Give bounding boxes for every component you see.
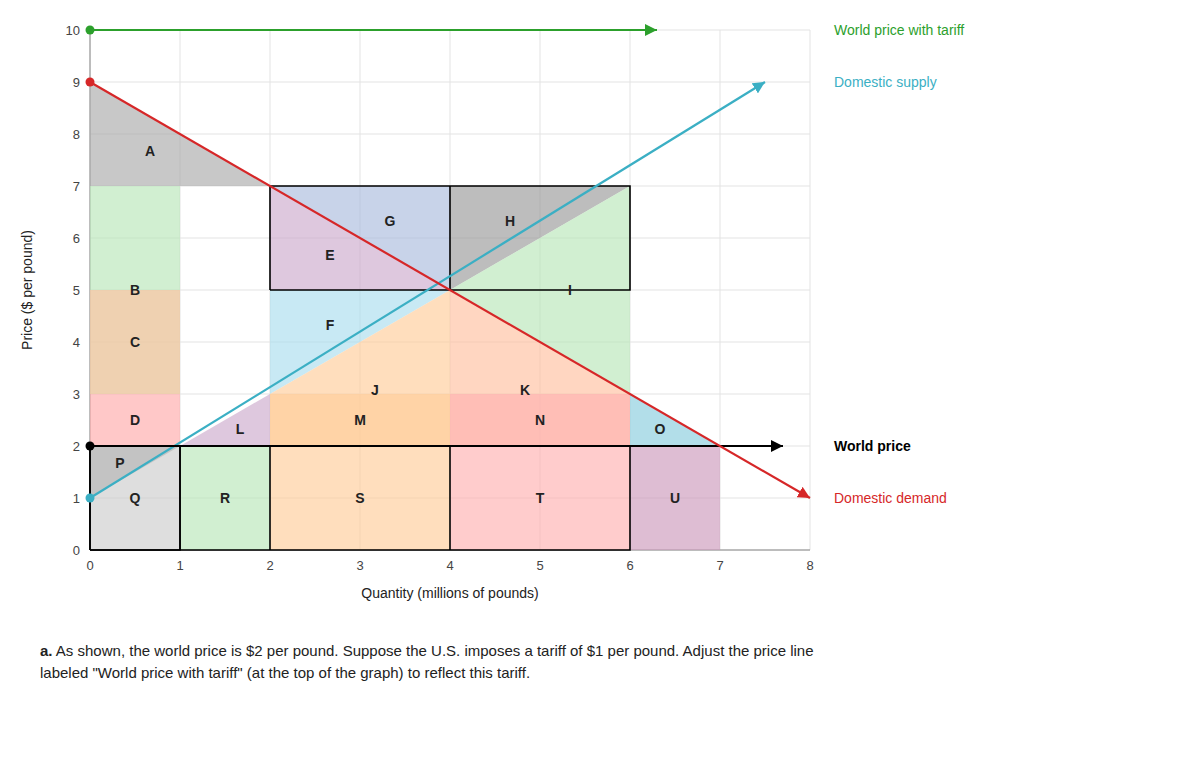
region-label: S [355,490,364,506]
line [90,29,657,31]
tick-label: 4 [73,335,80,350]
region-label: P [115,455,124,471]
line-label: Domestic demand [834,490,947,506]
tick-label: 10 [66,23,80,38]
region-label: L [236,421,245,437]
region-label: O [655,421,666,437]
line-start-marker [86,78,95,87]
line-start-marker [86,442,95,451]
annotation: a. As shown, the world price is $2 per p… [40,640,814,684]
grid [90,30,810,550]
plot-area [86,26,811,551]
tick-label: 7 [716,558,723,573]
region-label: J [371,382,379,398]
grid-line [90,30,810,31]
tick-label: 9 [73,75,80,90]
region [270,394,450,446]
tick-label: 0 [73,543,80,558]
region-label: C [130,334,140,350]
line-label: World price with tariff [834,22,964,38]
line-label: Domestic supply [834,74,937,90]
region-label: F [326,317,335,333]
region-label: E [325,247,334,263]
region-label: M [354,412,366,428]
region [450,394,630,446]
tick-label: 1 [73,491,80,506]
region [90,446,180,550]
grid-line [90,134,810,135]
grid-line [90,82,810,83]
tick-label: 2 [73,439,80,454]
region-label: D [130,412,140,428]
outline [90,446,180,550]
region [180,446,270,550]
region-label: N [535,412,545,428]
region-label: H [505,213,515,229]
tick-label: 0 [86,558,93,573]
region-label: A [145,143,155,159]
outline [179,446,181,550]
tick-label: 5 [73,283,80,298]
tick-label: 6 [626,558,633,573]
outline [449,186,451,290]
region [90,394,180,446]
line-start-marker [86,26,95,35]
region [90,290,180,394]
region-label: T [536,490,545,506]
region-label: B [130,282,140,298]
region-labels: A B C D P Q R S T U E F G H I J K L M N O [115,143,680,506]
line [90,82,765,498]
tick-label: 8 [73,127,80,142]
annotation-bold: a. [40,642,53,659]
annotation-text: As shown, the world price is $2 per poun… [40,642,814,681]
tick-label: 6 [73,231,80,246]
grid-line [90,446,810,447]
region-label: Q [130,490,141,506]
outline [270,186,630,290]
line [90,445,783,447]
line-label: World price [834,438,911,454]
y-axis-label: Price ($ per pound) [19,230,35,350]
tick-label: 8 [806,558,813,573]
outline [449,446,451,550]
region [180,394,270,446]
region-label: I [568,282,572,298]
line [90,82,810,498]
region [630,446,720,550]
outline [269,446,271,550]
region-label: K [520,382,530,398]
tick-label: 5 [536,558,543,573]
region-label: U [670,490,680,506]
tick-label: 2 [266,558,273,573]
region [90,186,180,394]
region [270,290,450,446]
tick-label: 3 [356,558,363,573]
tick-label: 1 [176,558,183,573]
outline [90,446,630,550]
region [270,446,450,550]
x-axis-label: Quantity (millions of pounds) [361,585,538,601]
region-label: G [385,213,396,229]
region [450,290,630,446]
tick-label: 4 [446,558,453,573]
region [450,446,630,550]
region-label: R [220,490,230,506]
line-start-marker [86,494,95,503]
tick-label: 7 [73,179,80,194]
tick-label: 3 [73,387,80,402]
